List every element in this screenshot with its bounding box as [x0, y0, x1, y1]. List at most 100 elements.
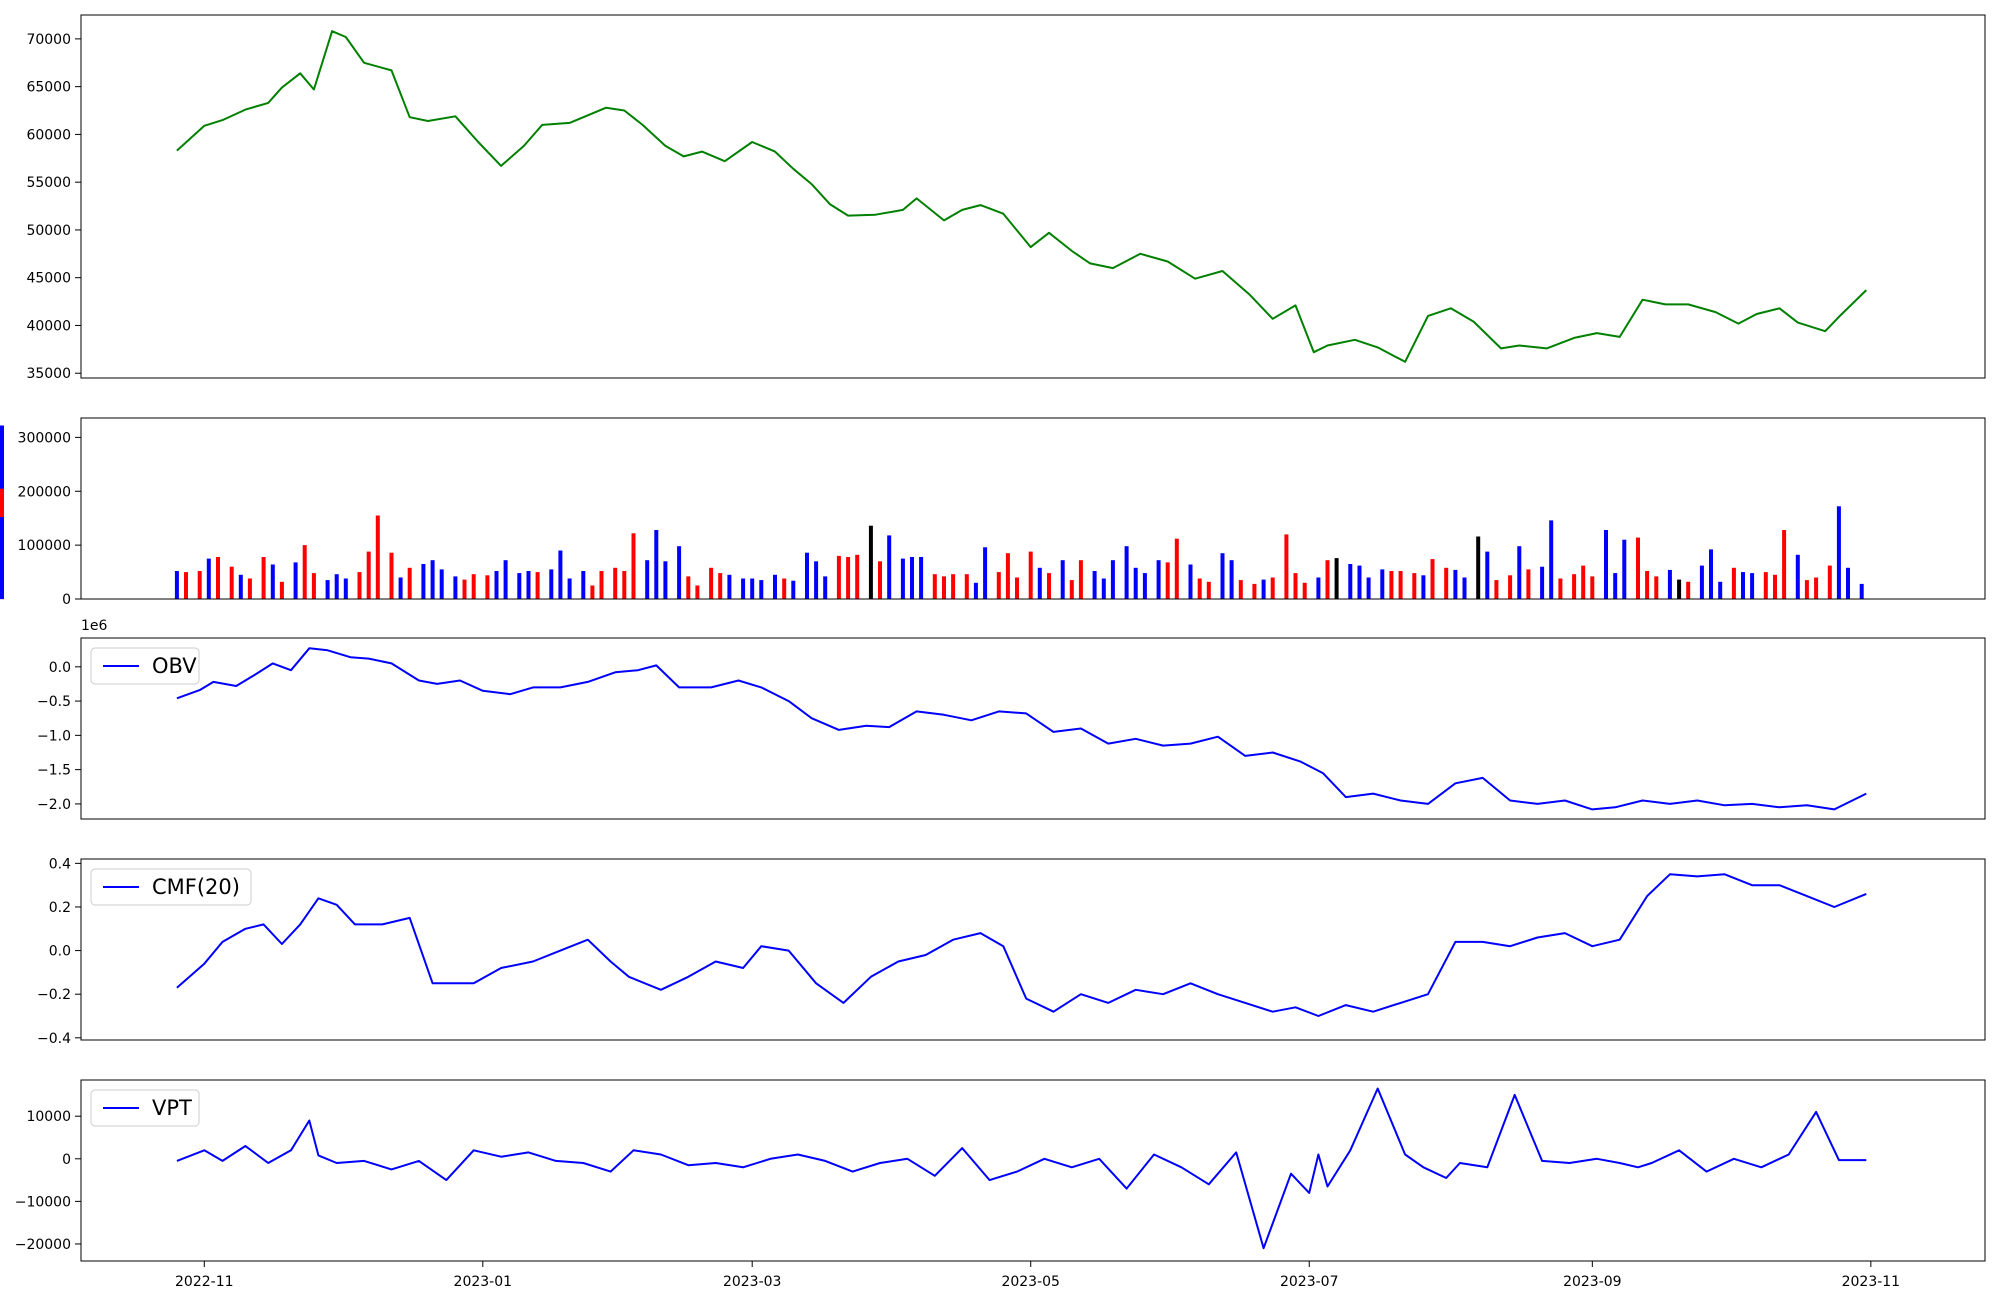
volume-bar — [1270, 577, 1275, 599]
volume-bar — [1731, 567, 1736, 599]
volume-bar — [1718, 581, 1723, 599]
y-tick-label: −1.5 — [37, 763, 71, 779]
volume-bar — [645, 560, 650, 599]
y-tick-label: −20000 — [15, 1237, 71, 1253]
x-tick-label: 2023-05 — [1001, 1274, 1060, 1290]
volume-bar — [558, 550, 563, 599]
cmf-panel: −0.4 −0.2 0.0 0.2 0.4 CMF(20) — [37, 856, 1986, 1047]
volume-bar — [1366, 577, 1371, 599]
cmf-series-line — [176, 873, 1867, 1017]
volume-bar — [1261, 579, 1266, 599]
x-tick-label: 2023-11 — [1842, 1274, 1901, 1290]
volume-bar — [919, 557, 924, 599]
y-tick-label: 0.0 — [49, 660, 71, 676]
volume-bar — [631, 533, 636, 599]
legend-box — [90, 1089, 200, 1127]
volume-bar — [782, 578, 787, 599]
volume-bar — [1476, 536, 1481, 599]
y-tick-label: 0 — [62, 592, 71, 608]
volume-bar — [855, 554, 860, 599]
volume-bar — [727, 574, 732, 599]
volume-bar — [1572, 574, 1577, 599]
volume-bar — [1110, 560, 1115, 599]
volume-bar — [238, 574, 243, 599]
volume-bar — [1773, 574, 1777, 599]
volume-bar — [663, 561, 668, 599]
y-tick-label: 55000 — [26, 175, 71, 191]
volume-bar — [677, 546, 682, 599]
volume-bar — [750, 578, 755, 599]
volume-bar — [1699, 565, 1704, 599]
x-tick-label: 2023-01 — [454, 1274, 513, 1290]
volume-bar — [398, 577, 403, 599]
obv-legend: OBV — [90, 647, 200, 685]
volume-bar — [1517, 546, 1522, 599]
volume-bar — [773, 574, 777, 599]
volume-bar — [622, 571, 627, 599]
obv-frame — [80, 637, 1986, 820]
volume-bar — [1763, 572, 1768, 599]
volume-bar — [311, 573, 316, 599]
volume-bar — [983, 547, 988, 599]
volume-bar — [590, 585, 595, 599]
legend-label: CMF(20) — [152, 875, 240, 899]
y-tick-label: 45000 — [26, 271, 71, 287]
volume-bar — [1101, 578, 1106, 599]
volume-bar — [357, 572, 362, 599]
legend-box — [90, 868, 252, 906]
volume-bar — [485, 575, 490, 599]
volume-bar — [932, 574, 937, 599]
volume-bar — [1750, 573, 1755, 599]
x-tick-label: 2023-03 — [723, 1274, 782, 1290]
volume-bar — [462, 579, 467, 599]
volume-bar — [1133, 567, 1138, 599]
volume-bar — [1206, 581, 1211, 599]
y-tick-label: 0.4 — [49, 856, 71, 872]
volume-bar — [0, 517, 4, 599]
volume-bar — [407, 567, 412, 599]
volume-bar — [1334, 558, 1339, 599]
volume-bar — [279, 581, 284, 599]
volume-bar — [1252, 583, 1257, 599]
volume-bar — [868, 525, 873, 599]
y-tick-label: −0.5 — [37, 694, 71, 710]
volume-bar — [270, 564, 275, 599]
y-tick-label: −10000 — [15, 1194, 71, 1210]
y-tick-label: −0.4 — [37, 1031, 71, 1047]
legend-label: VPT — [152, 1096, 192, 1120]
y-tick-label: −2.0 — [37, 797, 71, 813]
volume-bar — [1645, 571, 1650, 599]
volume-bar — [1782, 530, 1787, 599]
volume-bar — [389, 552, 394, 599]
volume-bar — [471, 574, 476, 599]
volume-bar — [996, 572, 1001, 599]
volume-bar — [1654, 576, 1659, 599]
volume-bar — [1526, 569, 1531, 599]
obv-series-line — [176, 647, 1867, 811]
volume-bar — [718, 573, 723, 599]
price-frame — [80, 14, 1986, 379]
volume-bar — [695, 585, 700, 599]
y-tick-label: 40000 — [26, 318, 71, 334]
vpt-series-line — [176, 1087, 1867, 1250]
volume-bar — [1462, 577, 1467, 599]
volume-bar — [1836, 506, 1841, 599]
y-tick-label: 35000 — [26, 366, 71, 382]
volume-bar — [247, 578, 252, 599]
volume-bar — [1686, 581, 1691, 599]
volume-bar — [1188, 564, 1193, 599]
volume-bar — [1238, 580, 1243, 599]
volume-bar — [1558, 578, 1563, 599]
volume-bar — [334, 574, 339, 599]
volume-bar — [823, 576, 828, 599]
volume-bar — [1741, 572, 1745, 599]
y-tick-label: 70000 — [26, 32, 71, 48]
volume-bar — [973, 582, 978, 599]
volume-bar — [1804, 580, 1809, 599]
y-tick-label: 0 — [62, 1152, 71, 1168]
volume-bar — [184, 572, 188, 599]
volume-bar — [1302, 582, 1307, 599]
volume-bar — [197, 571, 202, 599]
